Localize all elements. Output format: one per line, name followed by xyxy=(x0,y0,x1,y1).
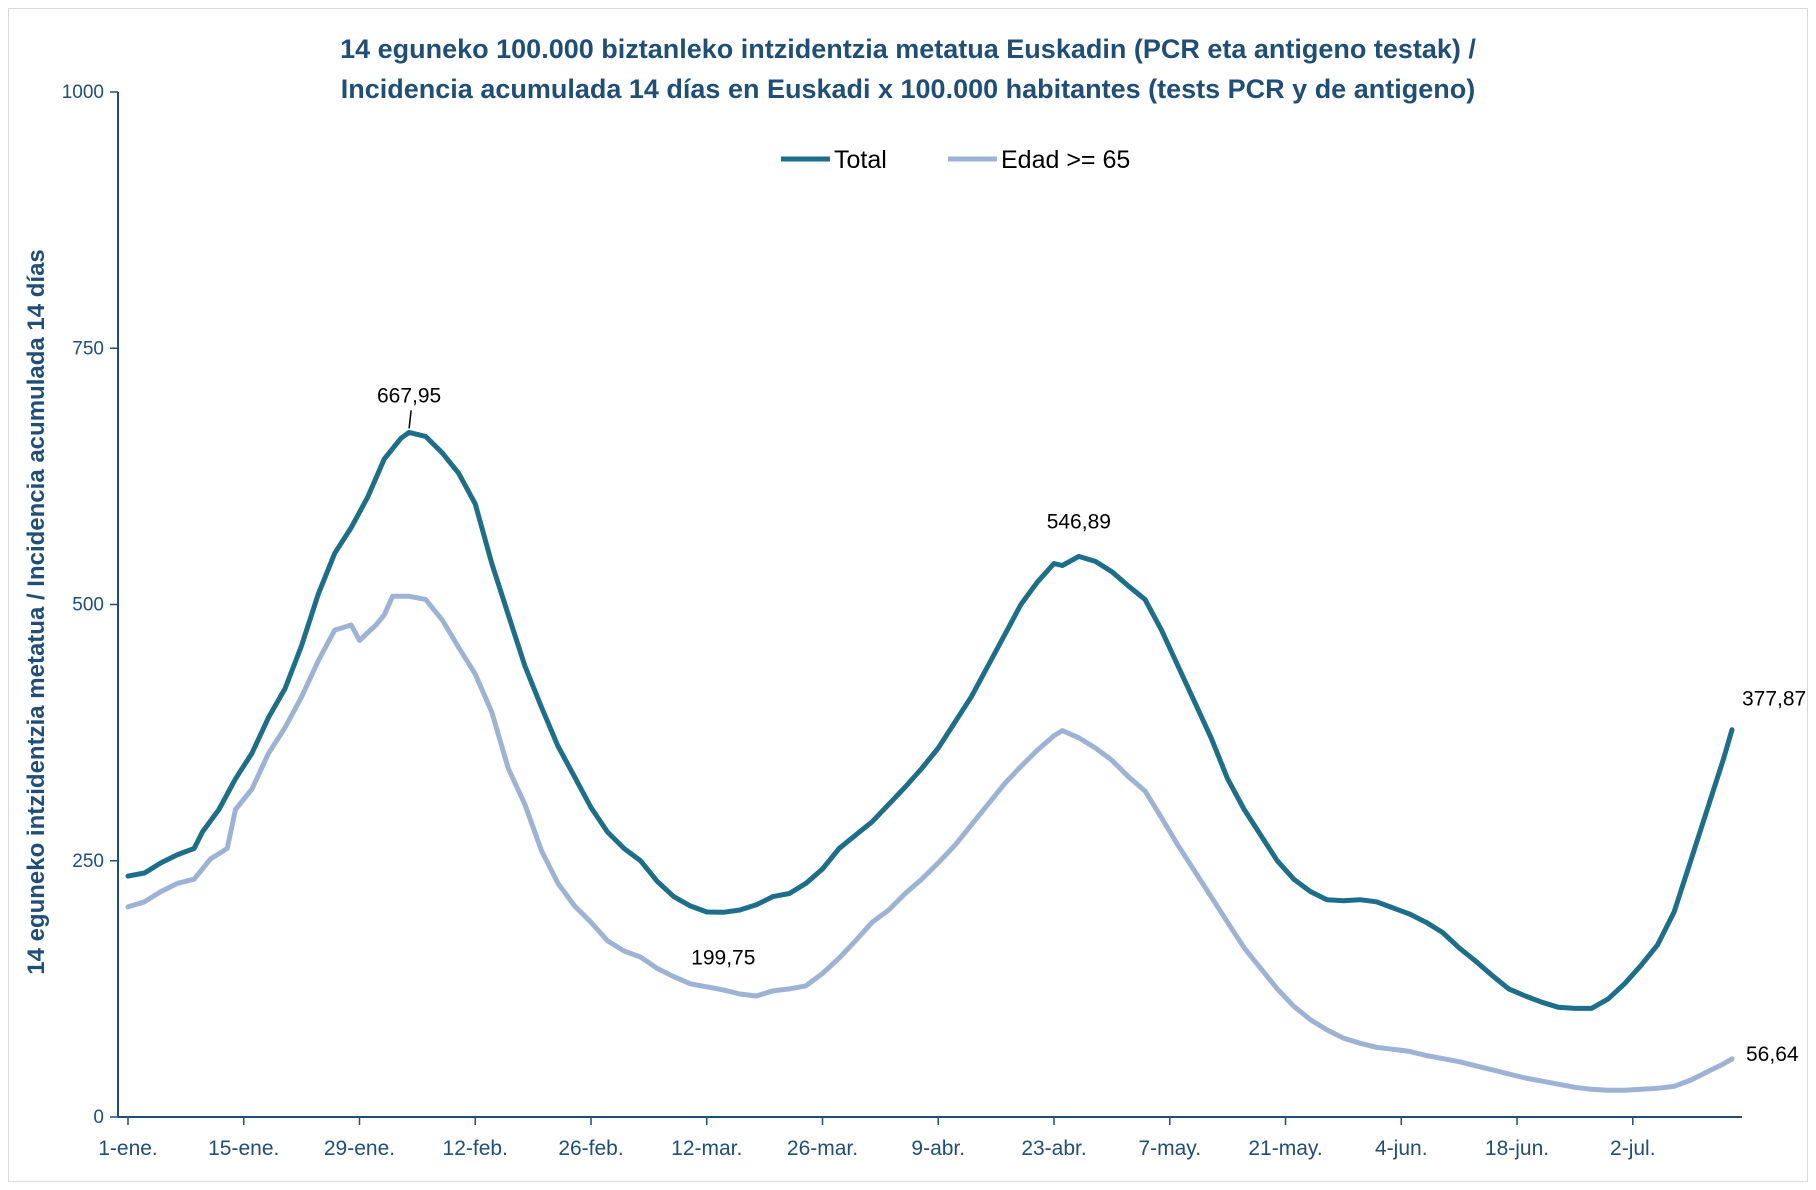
chart-title-line-1: 14 eguneko 100.000 biztanleko intzidentz… xyxy=(340,34,1476,64)
y-tick-label: 750 xyxy=(72,338,104,359)
y-axis-label: 14 eguneko intzidentzia metatua / Incide… xyxy=(23,249,50,975)
x-tick-label: 21-may. xyxy=(1248,1137,1322,1160)
x-tick-label: 4-jun. xyxy=(1375,1137,1428,1160)
y-axis: 0 250 500 750 1000 xyxy=(62,82,119,1128)
data-label: 667,95 xyxy=(377,384,441,407)
x-tick-label: 12-mar. xyxy=(671,1137,742,1160)
legend-age65-label: Edad >= 65 xyxy=(1001,146,1130,174)
y-tick-label: 250 xyxy=(72,851,104,872)
x-tick-label: 7-may. xyxy=(1138,1137,1201,1160)
x-tick-label: 2-jul. xyxy=(1610,1137,1656,1160)
y-tick-label: 500 xyxy=(72,595,104,616)
legend-total-label: Total xyxy=(834,146,887,174)
x-tick-label: 18-jun. xyxy=(1485,1137,1549,1160)
x-tick-label: 9-abr. xyxy=(911,1137,965,1160)
chart-frame xyxy=(8,8,1808,1182)
data-label: 56,64 xyxy=(1746,1043,1799,1066)
series-total-line xyxy=(125,429,1735,1011)
x-tick-label: 15-ene. xyxy=(208,1137,279,1160)
series-age65-line xyxy=(125,593,1735,1093)
legend: Total Edad >= 65 xyxy=(781,146,1130,174)
x-tick-label: 29-ene. xyxy=(324,1137,395,1160)
x-tick-label: 26-feb. xyxy=(558,1137,623,1160)
y-tick-label: 1000 xyxy=(62,82,104,103)
data-label: 377,87 xyxy=(1742,688,1806,711)
x-tick-label: 1-ene. xyxy=(98,1137,158,1160)
chart-title-line-2: Incidencia acumulada 14 días en Euskadi … xyxy=(341,74,1475,104)
data-label-layer: 667,95 199,75 546,89 377,87 56,64 xyxy=(377,384,1806,1066)
x-axis: 1-ene. 15-ene. 29-ene. 12-feb. 26-feb. 12-mar… xyxy=(98,1116,1742,1160)
data-label: 199,75 xyxy=(691,946,755,969)
series-layer xyxy=(125,429,1735,1093)
y-tick-label: 0 xyxy=(93,1107,104,1128)
x-tick-label: 12-feb. xyxy=(443,1137,508,1160)
x-tick-label: 26-mar. xyxy=(787,1137,858,1160)
x-tick-label: 23-abr. xyxy=(1021,1137,1086,1160)
data-label-leader xyxy=(408,410,412,429)
data-label: 546,89 xyxy=(1047,510,1111,533)
